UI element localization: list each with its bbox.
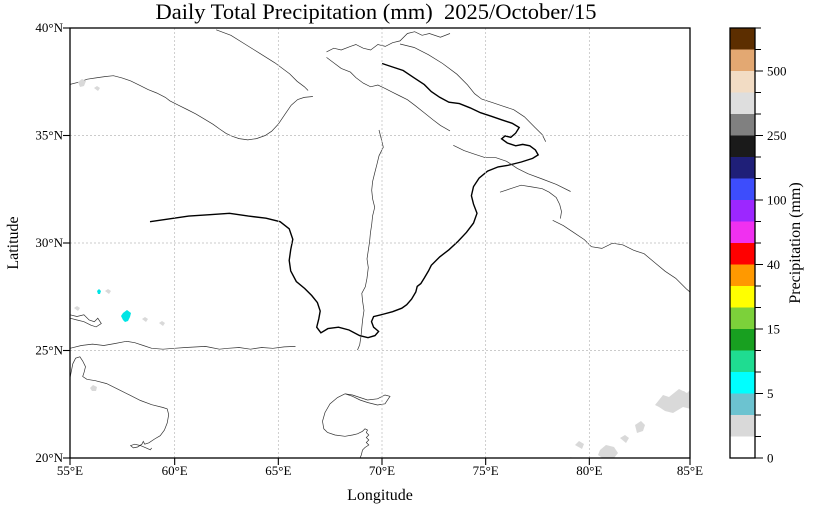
svg-text:Longitude: Longitude [347,487,413,504]
svg-text:40°N: 40°N [35,20,63,35]
svg-text:25°N: 25°N [35,343,63,358]
svg-text:65°E: 65°E [265,463,291,478]
svg-text:250: 250 [767,128,787,143]
svg-text:40: 40 [767,257,780,272]
svg-text:0: 0 [767,451,774,466]
svg-text:35°N: 35°N [35,128,63,143]
svg-text:Daily Total Precipitation (mm): Daily Total Precipitation (mm) 2025/Octo… [155,0,596,24]
svg-text:20°N: 20°N [35,450,63,465]
svg-text:30°N: 30°N [35,235,63,250]
svg-text:500: 500 [767,64,787,79]
svg-text:55°E: 55°E [57,463,83,478]
svg-text:75°E: 75°E [473,463,499,478]
svg-text:Latitude: Latitude [5,216,22,269]
svg-text:85°E: 85°E [677,463,703,478]
svg-text:15: 15 [767,322,780,337]
svg-text:70°E: 70°E [369,463,395,478]
svg-text:5: 5 [767,386,774,401]
svg-text:100: 100 [767,193,787,208]
svg-text:Precipitation (mm): Precipitation (mm) [787,182,804,303]
svg-text:80°E: 80°E [576,463,602,478]
svg-text:60°E: 60°E [162,463,188,478]
